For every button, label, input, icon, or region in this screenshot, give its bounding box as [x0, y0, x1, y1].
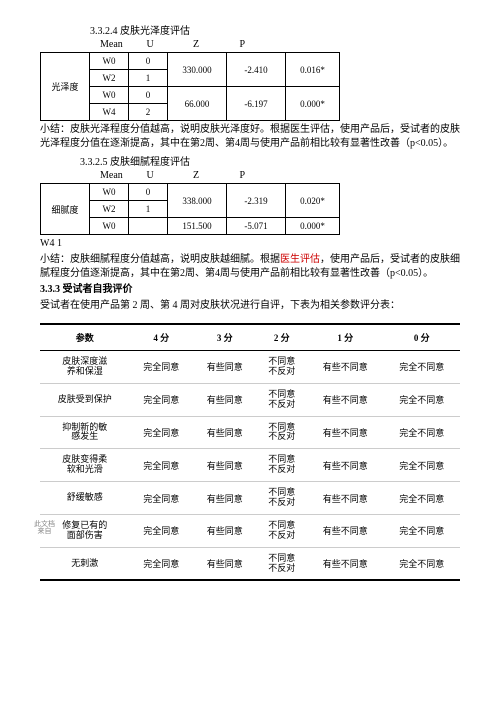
sec-num: 3.3.2.4 — [90, 26, 118, 37]
rating-cell: 有些不同意 — [307, 351, 383, 384]
cell: 338.000 — [168, 184, 227, 218]
cell: W0 — [90, 218, 129, 235]
cell: -2.410 — [227, 53, 286, 87]
sec-text: 皮肤光泽度评估 — [120, 26, 190, 37]
cell: W2 — [90, 201, 129, 218]
col-1: 1 分 — [307, 324, 383, 351]
col-4: 4 分 — [129, 324, 193, 351]
rating-cell: 有些不同意 — [307, 514, 383, 547]
cell: 0 — [129, 53, 168, 70]
cell: 0 — [129, 87, 168, 104]
cell: 0 — [129, 184, 168, 201]
row-label: 光泽度 — [41, 53, 90, 121]
table1-header: Mean U Z P — [40, 39, 460, 50]
rating-cell: 完全同意 — [129, 351, 193, 384]
summary-1: 小结：皮肤光泽程度分值越高，说明皮肤光泽度好。根据医生评估，使用产品后，受试者的… — [40, 123, 460, 151]
cell: W2 — [90, 70, 129, 87]
param-cell: 皮肤受到保护 — [40, 383, 129, 416]
rating-cell: 不同意不反对 — [256, 449, 307, 482]
rating-cell: 不同意不反对 — [256, 351, 307, 384]
cell: 1 — [129, 70, 168, 87]
param-cell: 无刺激 — [40, 547, 129, 580]
rating-cell: 有些不同意 — [307, 547, 383, 580]
param-cell: 此文档来自修复已有的面部伤害 — [40, 514, 129, 547]
rating-cell: 有些同意 — [193, 351, 257, 384]
cell: 66.000 — [168, 87, 227, 121]
param-cell: 皮肤深度滋养和保湿 — [40, 351, 129, 384]
param-cell: 舒缓敏感 — [40, 482, 129, 515]
rating-cell: 完全不同意 — [383, 547, 460, 580]
col-2: 2 分 — [256, 324, 307, 351]
rating-cell: 完全不同意 — [383, 351, 460, 384]
rating-cell: 有些不同意 — [307, 449, 383, 482]
rating-cell: 完全同意 — [129, 383, 193, 416]
cell: 0.020* — [286, 184, 340, 218]
rating-cell: 完全不同意 — [383, 449, 460, 482]
cell: -5.071 — [227, 218, 286, 235]
row-label: 细腻度 — [41, 184, 90, 235]
rating-cell: 完全同意 — [129, 416, 193, 449]
rating-cell: 不同意不反对 — [256, 383, 307, 416]
cell: 0.000* — [286, 218, 340, 235]
cell — [129, 218, 168, 235]
cell: 0.000* — [286, 87, 340, 121]
cell: W4 — [90, 104, 129, 121]
col-3: 3 分 — [193, 324, 257, 351]
rating-cell: 有些同意 — [193, 416, 257, 449]
section-333-title: 3.3.3 受试者自我评价 — [40, 283, 460, 297]
cell: 330.000 — [168, 53, 227, 87]
rating-cell: 有些同意 — [193, 449, 257, 482]
rating-cell: 有些不同意 — [307, 482, 383, 515]
rating-cell: 不同意不反对 — [256, 482, 307, 515]
table-fineness: 细腻度 W0 0 338.000 -2.319 0.020* W2 1 W0 1… — [40, 183, 340, 235]
summary-2: 小结：皮肤细腻程度分值越高，说明皮肤越细腻。根据医生评估，使用产品后，受试者的皮… — [40, 253, 460, 281]
rating-cell: 有些不同意 — [307, 383, 383, 416]
table2-header: Mean U Z P — [40, 170, 460, 181]
table-gloss: 光泽度 W0 0 330.000 -2.410 0.016* W2 1 W0 0… — [40, 52, 340, 121]
rating-cell: 完全同意 — [129, 482, 193, 515]
cell: W0 — [90, 184, 129, 201]
rating-cell: 完全同意 — [129, 449, 193, 482]
table2-footer: W4 1 — [40, 237, 460, 251]
rating-cell: 有些同意 — [193, 514, 257, 547]
cell: 2 — [129, 104, 168, 121]
param-cell: 皮肤变得柔软和光滑 — [40, 449, 129, 482]
rating-cell: 有些同意 — [193, 547, 257, 580]
rating-cell: 有些同意 — [193, 383, 257, 416]
cell: 0.016* — [286, 53, 340, 87]
rating-cell: 完全不同意 — [383, 514, 460, 547]
rating-cell: 完全不同意 — [383, 416, 460, 449]
rating-cell: 完全不同意 — [383, 482, 460, 515]
section-333-intro: 受试者在使用产品第 2 周、第 4 周对皮肤状况进行自评，下表为相关参数评分表： — [40, 299, 460, 313]
cell: -6.197 — [227, 87, 286, 121]
col-0: 0 分 — [383, 324, 460, 351]
col-param: 参数 — [40, 324, 129, 351]
cell: W0 — [90, 87, 129, 104]
rating-cell: 不同意不反对 — [256, 514, 307, 547]
rating-cell: 完全同意 — [129, 547, 193, 580]
rating-cell: 有些同意 — [193, 482, 257, 515]
cell: -2.319 — [227, 184, 286, 218]
cell: 1 — [129, 201, 168, 218]
rating-cell: 完全不同意 — [383, 383, 460, 416]
param-cell: 抑制新的敏感发生 — [40, 416, 129, 449]
section-3325-title: 3.3.2.5 皮肤细腻程度评估 — [40, 153, 460, 168]
rating-table: 参数 4 分 3 分 2 分 1 分 0 分 皮肤深度滋养和保湿完全同意有些同意… — [40, 323, 460, 581]
section-3324-title: 3.3.2.4 皮肤光泽度评估 — [40, 22, 460, 37]
rating-cell: 不同意不反对 — [256, 547, 307, 580]
rating-cell: 有些不同意 — [307, 416, 383, 449]
rating-cell: 不同意不反对 — [256, 416, 307, 449]
cell: 151.500 — [168, 218, 227, 235]
rating-cell: 完全同意 — [129, 514, 193, 547]
cell: W0 — [90, 53, 129, 70]
